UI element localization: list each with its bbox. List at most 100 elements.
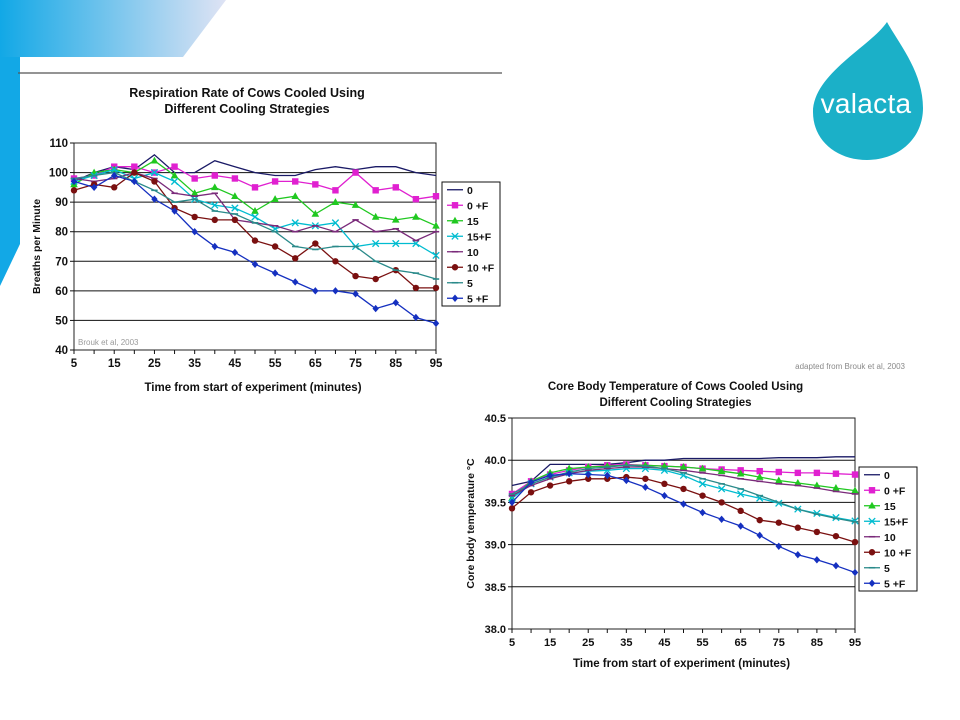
- data-point: [432, 221, 440, 229]
- x-tick-label: 55: [696, 637, 708, 649]
- y-axis-label: Breaths per Minute: [31, 199, 43, 294]
- data-point: [251, 213, 259, 221]
- legend-marker: [451, 264, 459, 271]
- y-axis-label: Core body temperature °C: [465, 458, 477, 589]
- plot-area: [511, 417, 856, 630]
- y-tick-label: 40: [55, 345, 68, 357]
- data-point: [699, 492, 706, 499]
- legend-label: 10: [467, 247, 479, 259]
- legend-marker: [868, 517, 876, 525]
- legend-box: [441, 181, 501, 307]
- data-point: [170, 171, 179, 179]
- data-point: [291, 219, 299, 227]
- data-point: [794, 469, 802, 477]
- legend-label: 15+F: [884, 516, 909, 528]
- x-tick-label: 25: [582, 637, 594, 649]
- source-credit: adapted from Brouk et al, 2003: [795, 362, 905, 371]
- legend-label: 5: [467, 278, 473, 290]
- respiration-rate-chart: Respiration Rate of Cows Cooled Using Dif…: [28, 80, 506, 398]
- data-point: [527, 489, 535, 496]
- data-point: [775, 468, 782, 476]
- data-point: [231, 204, 239, 212]
- legend-marker: [868, 487, 876, 494]
- data-point: [231, 248, 239, 257]
- legend-label: 15: [884, 501, 896, 513]
- data-point: [851, 538, 859, 546]
- data-point: [90, 183, 98, 192]
- legend-label: 10: [884, 532, 896, 544]
- data-point: [755, 473, 764, 480]
- legend-label: 0 +F: [884, 485, 906, 497]
- legend-marker: [868, 549, 876, 556]
- data-point: [851, 471, 859, 478]
- data-point: [412, 313, 420, 322]
- data-point: [150, 156, 159, 164]
- data-point: [392, 184, 399, 191]
- x-tick-label: 35: [620, 637, 632, 649]
- data-point: [832, 513, 840, 522]
- y-tick-label: 110: [49, 138, 68, 150]
- data-point: [679, 462, 688, 470]
- x-axis-label: Time from start of experiment (minutes): [573, 658, 790, 670]
- legend-label: 5 +F: [467, 293, 489, 305]
- data-point: [642, 475, 649, 482]
- data-point: [832, 484, 840, 491]
- data-point: [737, 490, 745, 498]
- x-tick-label: 5: [71, 358, 78, 370]
- valacta-logo: valacta: [805, 22, 927, 160]
- legend-label: 10 +F: [884, 547, 912, 559]
- series-5: [508, 464, 859, 523]
- data-point: [171, 163, 178, 170]
- data-point: [211, 201, 219, 209]
- data-point: [190, 189, 199, 197]
- data-point: [331, 219, 340, 227]
- y-tick-label: 90: [55, 197, 68, 209]
- data-point: [432, 284, 440, 292]
- chart-title-line: Different Cooling Strategies: [164, 102, 329, 116]
- chart-svg: Respiration Rate of Cows Cooled Using Dif…: [31, 86, 501, 394]
- data-point: [432, 193, 440, 200]
- data-point: [251, 207, 259, 214]
- core-temperature-chart: Core Body Temperature of Cows Cooled Usi…: [462, 375, 922, 675]
- y-tick-label: 39.5: [485, 497, 506, 509]
- y-tick-label: 70: [55, 256, 68, 268]
- x-tick-label: 75: [773, 637, 785, 649]
- x-tick-label: 95: [430, 358, 443, 370]
- data-point: [211, 172, 218, 179]
- data-point: [251, 260, 259, 268]
- data-point: [508, 498, 516, 507]
- y-tick-label: 39.0: [485, 540, 506, 552]
- data-point: [737, 507, 744, 515]
- x-tick-label: 45: [228, 358, 241, 370]
- series-line: [511, 456, 855, 487]
- data-point: [813, 556, 821, 564]
- data-point: [680, 485, 687, 493]
- data-point: [352, 272, 359, 280]
- chart-title-line: Different Cooling Strategies: [599, 397, 751, 409]
- y-tick-label: 40.5: [485, 413, 506, 425]
- data-point: [271, 243, 279, 250]
- data-point: [372, 239, 380, 248]
- legend-label: 0: [467, 185, 473, 197]
- data-point: [111, 171, 118, 180]
- data-point: [372, 304, 379, 313]
- y-tick-label: 80: [55, 227, 68, 239]
- data-point: [352, 290, 359, 298]
- data-point: [372, 187, 379, 194]
- legend-marker: [868, 579, 876, 587]
- data-point: [292, 278, 299, 286]
- x-tick-label: 65: [735, 637, 747, 649]
- data-point: [813, 528, 821, 536]
- legend-marker: [451, 294, 459, 302]
- data-point: [191, 175, 198, 182]
- data-point: [70, 187, 78, 194]
- data-point: [312, 240, 319, 247]
- y-tick-label: 60: [55, 286, 68, 298]
- x-tick-label: 95: [849, 637, 861, 649]
- data-point: [372, 275, 379, 283]
- x-tick-label: 85: [811, 637, 823, 649]
- data-point: [412, 284, 420, 292]
- data-point: [698, 480, 707, 488]
- chart-annotation: Brouk et al, 2003: [78, 338, 139, 347]
- data-point: [311, 209, 320, 217]
